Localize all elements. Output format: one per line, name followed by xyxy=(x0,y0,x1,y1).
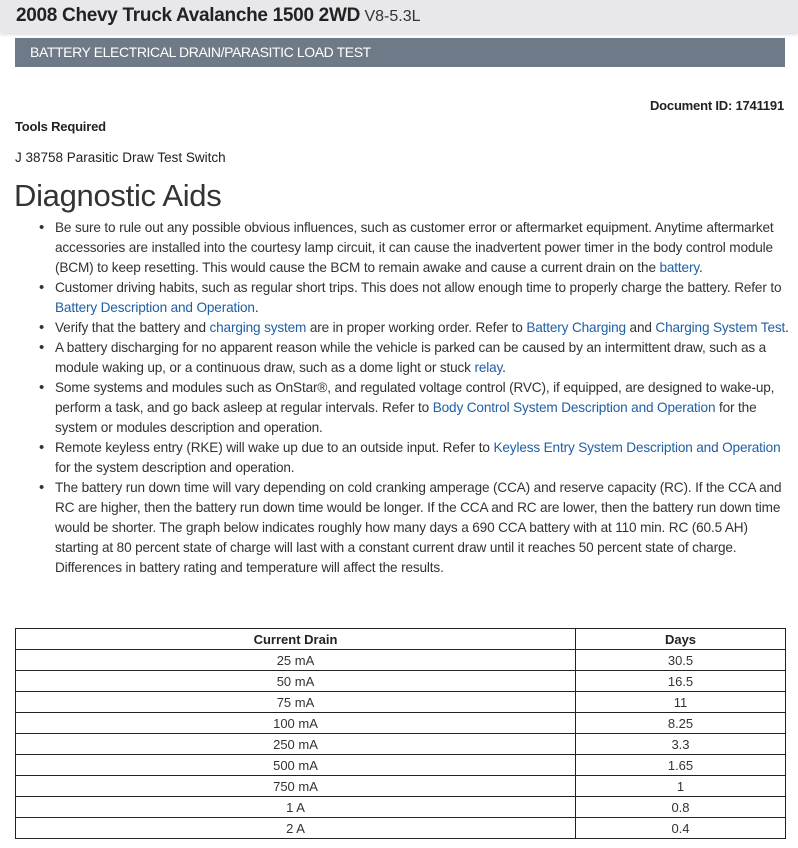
days-cell: 3.3 xyxy=(575,733,786,755)
list-text: A battery discharging for no apparent re… xyxy=(55,340,767,375)
current-drain-cell: 750 mA xyxy=(15,775,576,797)
vehicle-title: 2008 Chevy Truck Avalanche 1500 2WD xyxy=(16,5,361,26)
table-row: 25 mA 30.5 xyxy=(15,649,786,671)
doc-link[interactable]: Keyless Entry System Description and Ope… xyxy=(493,440,781,455)
days-cell: 1 xyxy=(575,775,786,797)
doc-link[interactable]: Body Control System Description and Oper… xyxy=(432,400,716,415)
doc-link[interactable]: Battery Description and Operation xyxy=(55,300,255,315)
current-drain-cell: 500 mA xyxy=(15,754,576,776)
list-text: for the system or modules description an… xyxy=(55,400,757,435)
current-drain-cell: 50 mA xyxy=(15,670,576,692)
vehicle-header: 2008 Chevy Truck Avalanche 1500 2WD V8-5… xyxy=(0,0,798,33)
current-drain-cell: 75 mA xyxy=(15,691,576,713)
days-cell: 16.5 xyxy=(575,670,786,692)
table-row: 1 A 0.8 xyxy=(15,796,786,818)
table-row: 250 mA 3.3 xyxy=(15,733,786,755)
list-text: for the system description and operation… xyxy=(55,460,295,475)
list-text: and xyxy=(625,320,656,335)
current-drain-cell: 25 mA xyxy=(15,649,576,671)
table-row: 50 mA 16.5 xyxy=(15,670,786,692)
days-cell: 0.4 xyxy=(575,817,786,839)
doc-link[interactable]: Battery Charging xyxy=(526,320,626,335)
current-drain-cell: 2 A xyxy=(15,817,576,839)
list-item: Be sure to rule out any possible obvious… xyxy=(35,218,790,278)
table-row: 100 mA 8.25 xyxy=(15,712,786,734)
current-drain-cell: 250 mA xyxy=(15,733,576,755)
days-cell: 8.25 xyxy=(575,712,786,734)
tools-required-heading: Tools Required xyxy=(15,119,106,134)
list-text: . xyxy=(785,320,789,335)
list-item: Remote keyless entry (RKE) will wake up … xyxy=(35,438,790,478)
diagnostic-aids-list: Be sure to rule out any possible obvious… xyxy=(35,218,790,578)
list-text: . xyxy=(698,260,703,275)
list-text: Some systems and modules such as OnStar®… xyxy=(55,380,775,415)
days-cell: 11 xyxy=(575,691,786,713)
engine-label: V8-5.3L xyxy=(364,8,421,25)
document-id: Document ID: 1741191 xyxy=(649,98,784,113)
list-text: Customer driving habits, such as regular… xyxy=(55,280,782,295)
list-text: . xyxy=(502,360,506,375)
table-row: 500 mA 1.65 xyxy=(15,754,786,776)
list-text: are in proper working order. Refer to xyxy=(306,320,527,335)
table-header-row: Current Drain Days xyxy=(15,628,786,650)
doc-link[interactable]: charging system xyxy=(209,320,307,335)
table-row: 2 A 0.4 xyxy=(15,817,786,839)
list-text: . xyxy=(254,300,259,315)
list-text: Verify that the battery and xyxy=(55,320,210,335)
header-days: Days xyxy=(575,628,786,650)
table-row: 75 mA 11 xyxy=(15,691,786,713)
list-text: The battery run down time will vary depe… xyxy=(55,480,782,575)
days-cell: 0.8 xyxy=(575,796,786,818)
list-item: The battery run down time will vary depe… xyxy=(35,478,790,578)
list-item: A battery discharging for no apparent re… xyxy=(35,338,790,378)
page-heading: Diagnostic Aids xyxy=(14,178,222,213)
days-cell: 1.65 xyxy=(575,754,786,776)
list-item: Some systems and modules such as OnStar®… xyxy=(35,378,790,438)
doc-link[interactable]: Charging System Test xyxy=(655,320,786,335)
section-title-bar: BATTERY ELECTRICAL DRAIN/PARASITIC LOAD … xyxy=(15,38,785,67)
list-item: Verify that the battery and charging sys… xyxy=(35,318,790,338)
current-drain-cell: 100 mA xyxy=(15,712,576,734)
tool-item: J 38758 Parasitic Draw Test Switch xyxy=(15,150,226,165)
list-text: Remote keyless entry (RKE) will wake up … xyxy=(55,440,494,455)
doc-link[interactable]: relay xyxy=(474,360,503,375)
list-text: Be sure to rule out any possible obvious… xyxy=(55,220,774,275)
current-drain-table: Current Drain Days 25 mA 30.5 50 mA 16.5 75 … xyxy=(15,628,786,839)
header-current-drain: Current Drain xyxy=(15,628,576,650)
days-cell: 30.5 xyxy=(575,649,786,671)
current-drain-cell: 1 A xyxy=(15,796,576,818)
table-row: 750 mA 1 xyxy=(15,775,786,797)
doc-link[interactable]: battery xyxy=(659,260,699,275)
list-item: Customer driving habits, such as regular… xyxy=(35,278,790,318)
